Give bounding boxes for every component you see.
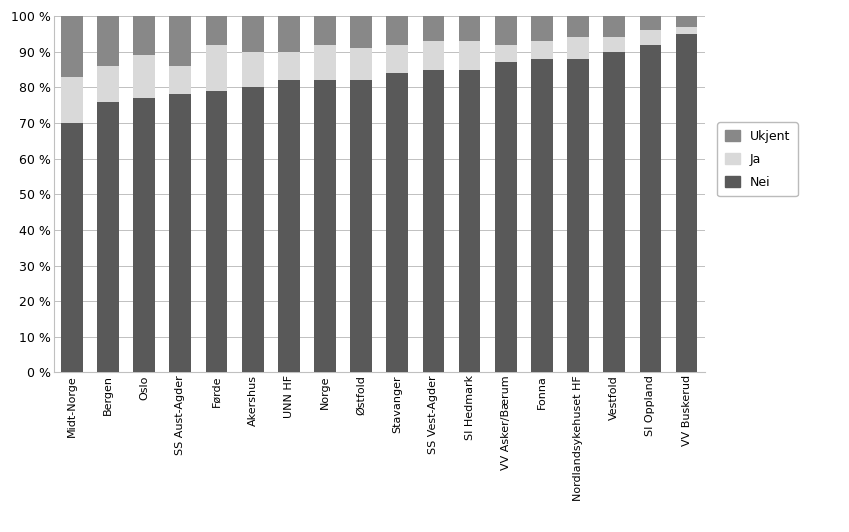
Bar <box>278 16 300 52</box>
Bar <box>676 34 697 372</box>
Bar <box>133 55 155 98</box>
Bar <box>61 16 82 77</box>
Bar <box>170 95 191 372</box>
Bar <box>676 27 697 34</box>
Bar <box>458 16 481 41</box>
Bar <box>170 66 191 95</box>
Bar <box>604 52 625 372</box>
Bar <box>458 41 481 70</box>
Bar <box>61 123 82 372</box>
Bar <box>495 62 517 372</box>
Bar <box>423 41 444 70</box>
Bar <box>567 59 589 372</box>
Bar <box>386 73 408 372</box>
Bar <box>531 41 553 59</box>
Bar <box>278 80 300 372</box>
Bar <box>205 45 228 91</box>
Bar <box>639 16 661 30</box>
Bar <box>205 91 228 372</box>
Bar <box>458 70 481 372</box>
Bar <box>423 70 444 372</box>
Bar <box>676 16 697 27</box>
Bar <box>531 16 553 41</box>
Bar <box>495 16 517 45</box>
Bar <box>133 98 155 372</box>
Bar <box>604 37 625 52</box>
Bar <box>351 16 372 48</box>
Bar <box>61 77 82 123</box>
Bar <box>170 16 191 66</box>
Bar <box>97 66 119 102</box>
Legend: Ukjent, Ja, Nei: Ukjent, Ja, Nei <box>717 122 798 196</box>
Bar <box>639 45 661 372</box>
Bar <box>351 80 372 372</box>
Bar <box>314 45 336 80</box>
Bar <box>567 37 589 59</box>
Bar <box>423 16 444 41</box>
Bar <box>242 52 263 87</box>
Bar <box>242 87 263 372</box>
Bar <box>97 102 119 372</box>
Bar <box>205 16 228 45</box>
Bar <box>133 16 155 55</box>
Bar <box>567 16 589 37</box>
Bar <box>386 45 408 73</box>
Bar <box>278 52 300 80</box>
Bar <box>97 16 119 66</box>
Bar <box>531 59 553 372</box>
Bar <box>351 48 372 80</box>
Bar <box>386 16 408 45</box>
Bar <box>639 30 661 45</box>
Bar <box>314 80 336 372</box>
Bar <box>242 16 263 52</box>
Bar <box>604 16 625 37</box>
Bar <box>314 16 336 45</box>
Bar <box>495 45 517 62</box>
